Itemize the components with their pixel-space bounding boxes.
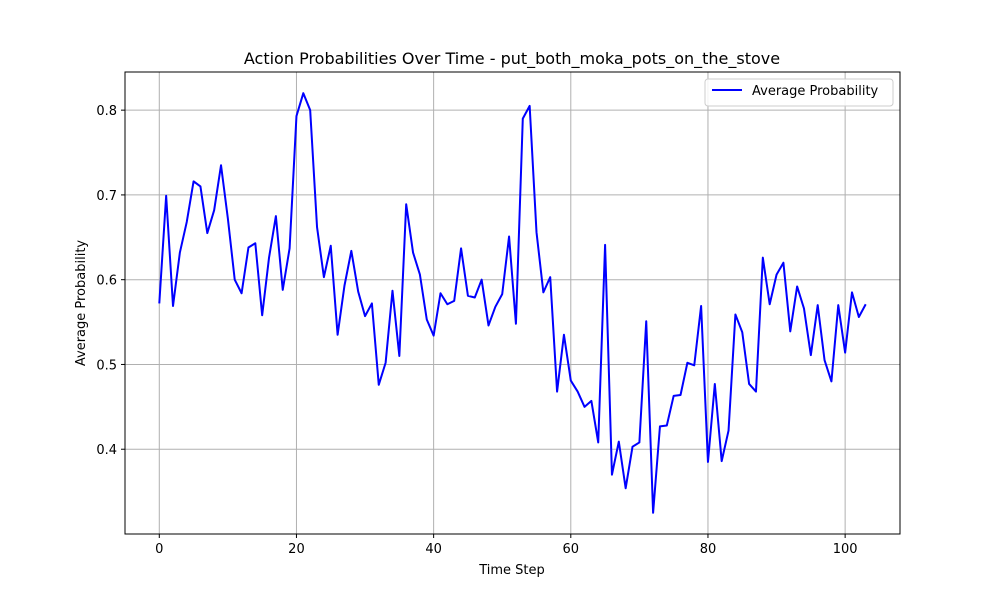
y-tick-label: 0.8 xyxy=(96,104,117,119)
legend-box xyxy=(704,78,894,107)
x-tick-label: 0 xyxy=(155,542,163,557)
axis-ticks: 0 20 40 60 80 100 0.4 0.5 0.6 0.7 0.8 xyxy=(96,104,857,557)
y-tick-label: 0.4 xyxy=(96,443,117,458)
legend-label: Average Probability xyxy=(752,84,879,99)
y-tick-label: 0.7 xyxy=(96,189,117,204)
x-tick-label: 20 xyxy=(288,542,305,557)
legend: Average Probability xyxy=(704,78,894,107)
x-tick-label: 80 xyxy=(700,542,717,557)
grid-lines xyxy=(125,72,900,534)
y-axis-label: Average Probability xyxy=(74,240,89,367)
plot-frame xyxy=(124,71,901,535)
x-tick-label: 40 xyxy=(425,542,442,557)
x-tick-label: 60 xyxy=(563,542,580,557)
series-line-average-probability xyxy=(158,92,867,514)
y-tick-label: 0.5 xyxy=(96,358,117,373)
series-layer xyxy=(158,92,867,514)
chart-title: Action Probabilities Over Time - put_bot… xyxy=(244,49,780,69)
y-tick-label: 0.6 xyxy=(96,274,117,289)
x-axis-label: Time Step xyxy=(478,563,545,578)
x-tick-label: 100 xyxy=(833,542,858,557)
